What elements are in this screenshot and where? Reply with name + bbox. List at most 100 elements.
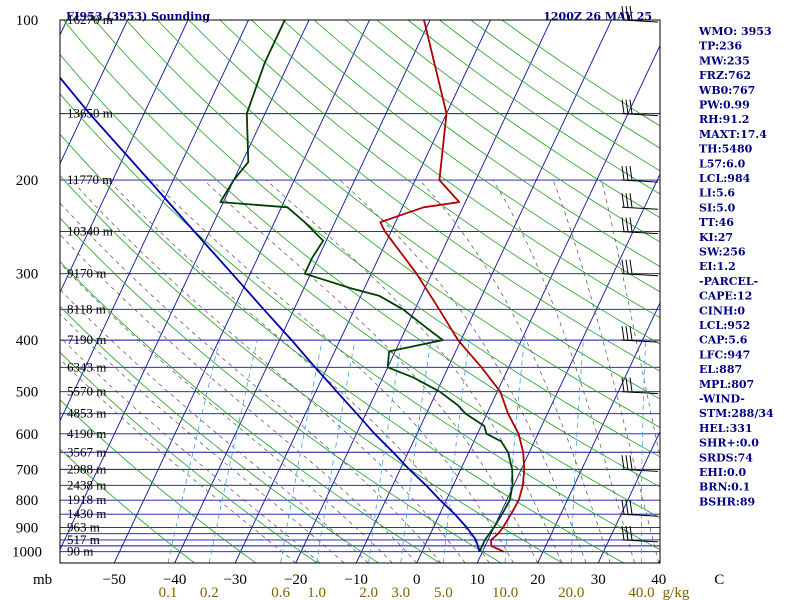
- dry-adiabat-line: [345, 20, 660, 243]
- height-label: 3567 m: [67, 444, 106, 459]
- wind-barb-feather: [625, 99, 629, 114]
- dry-adiabat-line: [60, 93, 660, 551]
- moist-adiabat-line: [60, 234, 417, 563]
- dry-adiabat-line: [251, 20, 660, 319]
- height-label: 1918 m: [67, 492, 106, 507]
- index-line: CINH:0: [699, 304, 745, 317]
- wind-barb: [621, 500, 659, 517]
- temperature-tick-label: 10: [470, 572, 485, 588]
- index-line: CAP:5.6: [699, 334, 748, 347]
- pressure-tick-label: 500: [16, 385, 39, 401]
- index-line: -WIND-: [699, 393, 745, 406]
- wind-barb-feather: [629, 193, 633, 208]
- height-label: 4190 m: [67, 426, 106, 441]
- index-line: STM:288/34: [699, 407, 774, 420]
- wind-barb: [621, 377, 659, 395]
- height-label: 4853 m: [67, 406, 106, 421]
- height-label: 963 m: [67, 519, 100, 534]
- mixing-ratio-label: 2.0: [359, 585, 378, 600]
- temperature-tick-label: −20: [284, 572, 307, 588]
- wind-barb-staff: [621, 339, 659, 343]
- wind-barb-feather: [621, 455, 625, 470]
- wind-barb-staff: [621, 206, 659, 210]
- isotherm-line: [597, 430, 660, 563]
- index-line: WMO: 3953: [698, 25, 772, 38]
- index-line: L57:6.0: [699, 157, 746, 170]
- index-line: EL:887: [699, 363, 742, 376]
- index-line: PW:0.99: [699, 99, 750, 112]
- index-line: BRN:0.1: [699, 481, 750, 494]
- wind-barb-feather: [621, 259, 625, 274]
- moist-adiabat-line: [71, 179, 466, 563]
- wind-barb-feather: [625, 500, 629, 515]
- mixing-ratio-label: 5.0: [434, 585, 453, 600]
- temperature-tick-label: −30: [223, 572, 246, 588]
- isotherm-line: [295, 20, 552, 563]
- wind-barb-feather: [625, 455, 629, 470]
- temperature-tick-label: 20: [530, 572, 545, 588]
- moist-adiabat-line: [266, 179, 563, 563]
- isotherm-line: [113, 20, 370, 563]
- wind-barb-feather: [629, 500, 633, 515]
- dry-adiabat-line: [60, 53, 660, 519]
- isotherm-line: [476, 173, 660, 563]
- mixing-ratio-label: 0.2: [200, 585, 219, 600]
- index-line: BSHR:89: [699, 495, 755, 508]
- moist-adiabat-line: [203, 179, 539, 563]
- wind-barb-feather: [625, 165, 629, 181]
- header-title: EI953 (3953) Sounding: [66, 10, 210, 23]
- index-line: MW:235: [699, 54, 750, 67]
- moist-adiabat-line: [108, 179, 490, 563]
- pressure-tick-label: 100: [16, 13, 39, 29]
- dry-adiabat-line: [94, 20, 660, 458]
- wind-barb-feather: [621, 193, 625, 208]
- height-label: 2988 m: [67, 461, 106, 476]
- header-time: 1200Z 26 MAY 25: [543, 10, 652, 23]
- wind-barb-feather: [629, 5, 633, 21]
- mixing-ratio-line: [641, 340, 647, 563]
- dry-adiabat-line: [157, 20, 660, 400]
- index-line: SRDS:74: [699, 451, 753, 464]
- height-label: 5570 m: [67, 384, 106, 399]
- index-line: LCL:984: [699, 172, 751, 185]
- wind-barb: [621, 5, 659, 23]
- wind-barb-feather: [621, 525, 625, 540]
- wind-barb-feather: [625, 326, 629, 341]
- height-label: 1430 m: [67, 506, 106, 521]
- moist-adiabat-line: [601, 180, 660, 459]
- pressure-tick-label: 200: [16, 173, 39, 189]
- wind-barb-feather: [625, 525, 629, 540]
- index-line: EHI:0.0: [699, 466, 746, 479]
- wind-barb-staff: [621, 273, 659, 277]
- wind-barb-feather: [629, 217, 633, 232]
- isotherm-line: [60, 20, 128, 165]
- pressure-unit-label: mb: [33, 572, 52, 588]
- wind-barb-feather: [621, 5, 625, 21]
- moist-adiabat-line: [60, 202, 442, 563]
- wind-barb: [621, 455, 659, 472]
- pressure-tick-label: 400: [16, 333, 39, 349]
- mixing-ratio-line: [504, 340, 525, 563]
- temperature-tick-label: 0: [413, 572, 421, 588]
- index-line: RH:91.2: [699, 113, 749, 126]
- mixing-ratio-label: 1.0: [307, 585, 326, 600]
- moist-adiabat-line: [339, 179, 587, 563]
- wind-barb-feather: [621, 99, 625, 114]
- dry-adiabat-line: [60, 399, 257, 563]
- height-label: 13650 m: [67, 106, 113, 121]
- index-line: FRZ:762: [699, 69, 751, 82]
- mixing-ratio-line: [208, 340, 258, 563]
- wind-barb-feather: [625, 193, 629, 208]
- dry-adiabat-line: [60, 175, 563, 563]
- isotherm-line: [416, 44, 660, 563]
- index-line: LCL:952: [699, 319, 750, 332]
- isotherm-line: [60, 20, 249, 422]
- mixing-ratio-unit-label: g/kg: [663, 585, 690, 600]
- pressure-tick-label: 1000: [12, 545, 42, 561]
- wind-barb: [621, 99, 659, 117]
- index-line: MAXT:17.4: [699, 128, 767, 141]
- parcel-profile: [60, 76, 481, 552]
- wind-barb-feather: [621, 377, 625, 392]
- wind-barb-feather: [621, 217, 625, 232]
